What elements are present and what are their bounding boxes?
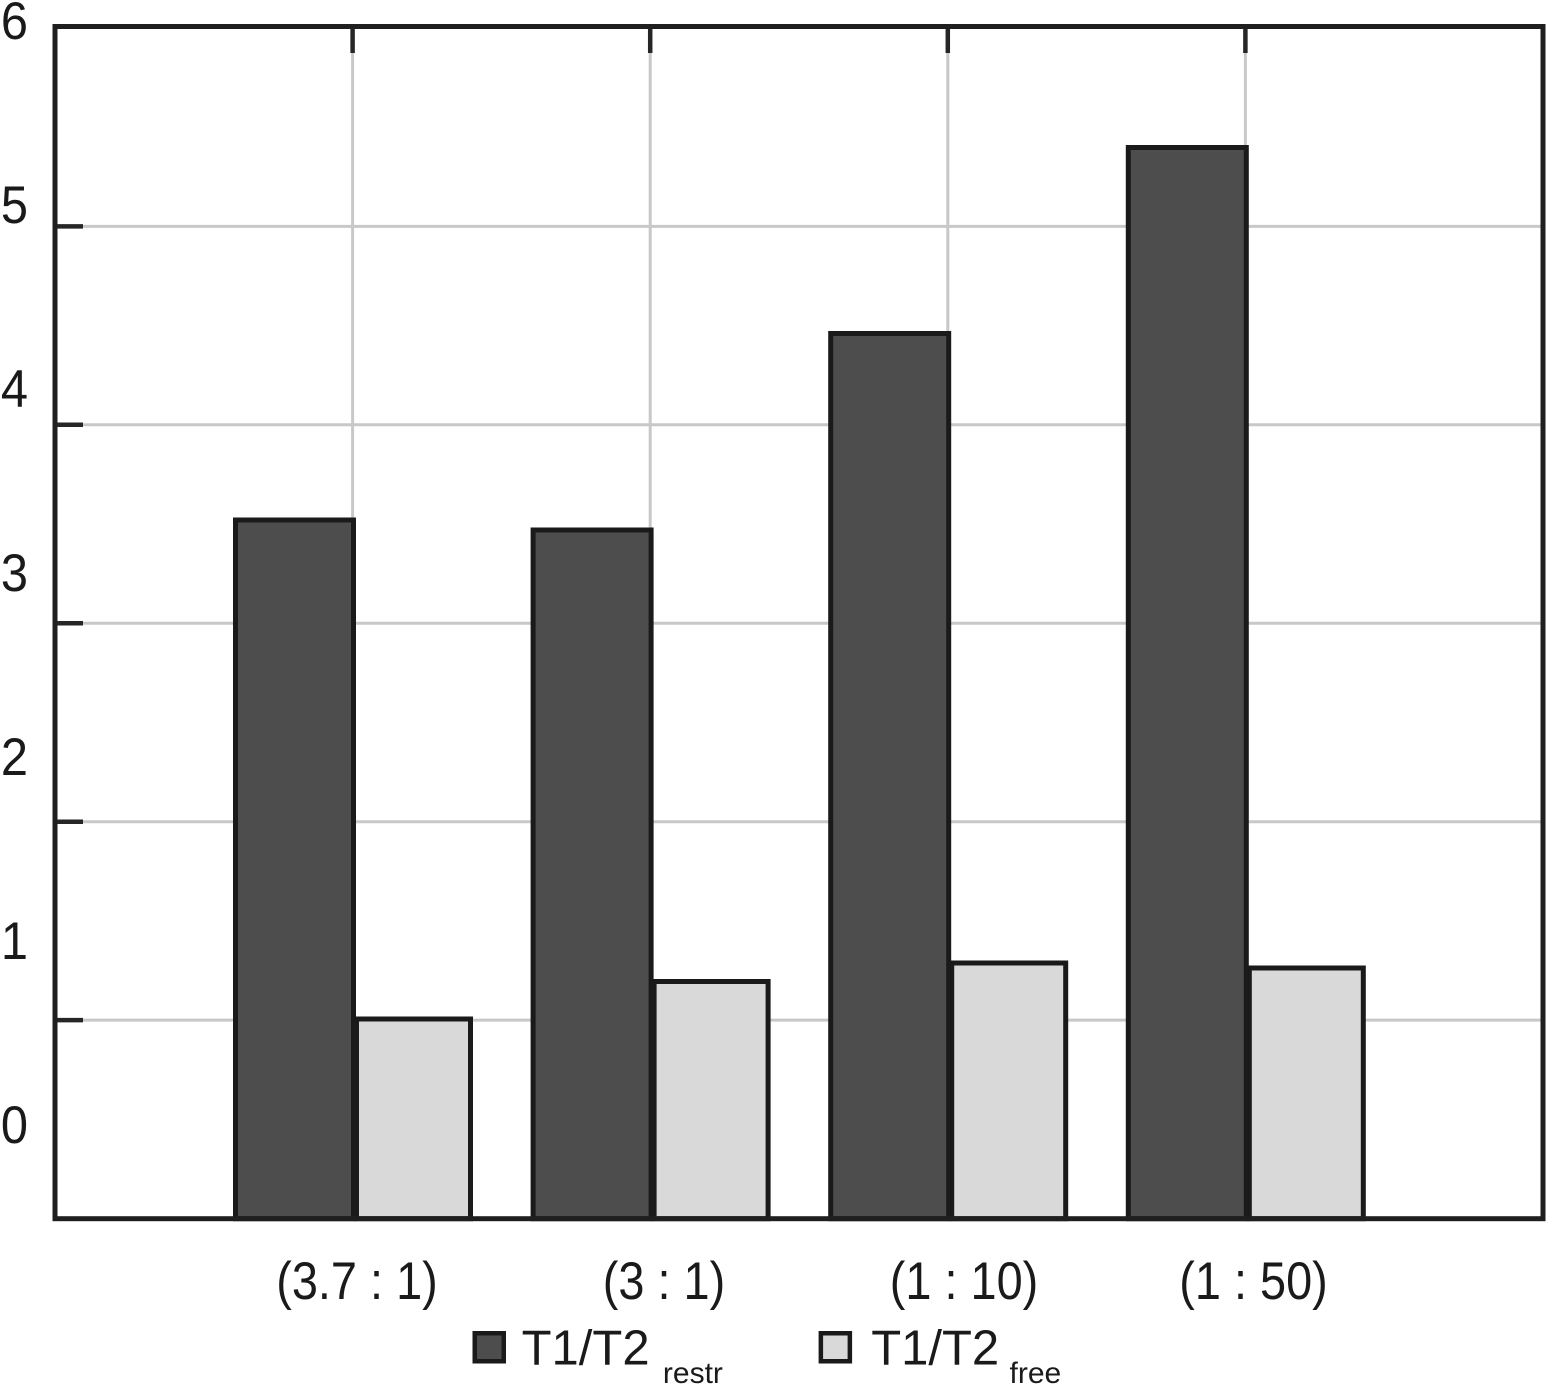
svg-text:2: 2 <box>1 727 28 786</box>
svg-text:1: 1 <box>1 911 28 970</box>
svg-text:3: 3 <box>1 543 28 602</box>
svg-text:(1 : 50): (1 : 50) <box>1179 1251 1328 1310</box>
svg-text:6: 6 <box>1 0 28 50</box>
svg-text:free: free <box>1010 1357 1062 1387</box>
svg-text:restr: restr <box>663 1357 723 1387</box>
svg-text:5: 5 <box>1 175 28 234</box>
svg-text:(3 : 1): (3 : 1) <box>603 1251 725 1310</box>
svg-text:0: 0 <box>1 1095 28 1154</box>
svg-text:T1/T2: T1/T2 <box>871 1321 999 1375</box>
svg-text:4: 4 <box>1 359 28 418</box>
svg-text:(1 : 10): (1 : 10) <box>890 1251 1039 1310</box>
svg-text:T1/T2: T1/T2 <box>522 1321 650 1375</box>
svg-text:(3.7 : 1): (3.7 : 1) <box>276 1251 438 1310</box>
